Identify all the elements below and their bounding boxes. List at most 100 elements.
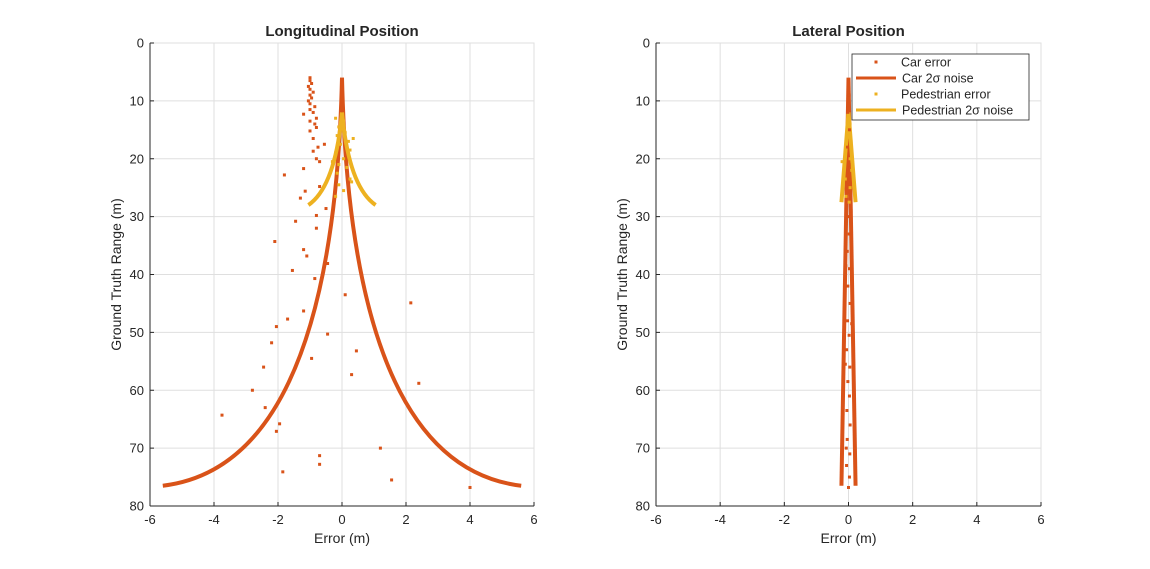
data-point — [334, 116, 338, 120]
data-point — [343, 293, 347, 297]
data-point — [845, 409, 849, 413]
x-tick-label: 6 — [530, 512, 537, 527]
data-point — [849, 209, 853, 213]
data-point — [308, 108, 312, 112]
lateral-y-label: Ground Truth Range (m) — [614, 198, 630, 351]
data-point — [313, 277, 317, 281]
data-point — [848, 365, 852, 369]
legend-label: Car error — [901, 56, 951, 70]
data-point — [844, 194, 848, 198]
y-tick-label: 60 — [130, 383, 144, 398]
data-point — [844, 148, 848, 152]
x-tick-label: -2 — [779, 512, 791, 527]
y-tick-label: 20 — [130, 151, 144, 166]
data-point — [313, 122, 317, 126]
data-point — [845, 249, 849, 253]
longitudinal-series-pedestrian-error — [330, 116, 355, 198]
data-point — [342, 189, 346, 193]
longitudinal-title: Longitudinal Position — [265, 23, 418, 40]
data-point — [314, 226, 318, 230]
data-point — [338, 142, 342, 146]
data-point — [318, 462, 322, 466]
x-tick-label: 4 — [973, 512, 980, 527]
x-tick-label: -4 — [208, 512, 220, 527]
data-point — [311, 149, 315, 153]
data-point — [308, 102, 312, 106]
envelope-curve — [307, 112, 344, 207]
data-point — [848, 301, 852, 305]
data-point — [282, 173, 286, 177]
y-tick-label: 30 — [636, 209, 650, 224]
data-point — [848, 186, 852, 190]
y-tick-label: 10 — [636, 93, 650, 108]
data-point — [310, 356, 314, 360]
data-point — [847, 79, 850, 83]
data-point — [281, 470, 285, 474]
data-point — [846, 215, 850, 219]
longitudinal-y-label: Ground Truth Range (m) — [108, 198, 124, 351]
y-tick-label: 50 — [130, 325, 144, 340]
data-point — [354, 349, 358, 353]
data-point — [324, 207, 328, 211]
data-point — [335, 134, 339, 138]
y-tick-label: 70 — [130, 441, 144, 456]
data-point — [314, 157, 318, 161]
data-point — [305, 254, 309, 258]
data-point — [844, 446, 848, 450]
data-point — [314, 213, 318, 217]
data-point — [840, 160, 844, 164]
x-tick-label: 6 — [1037, 512, 1044, 527]
data-point — [845, 348, 849, 352]
data-point — [350, 180, 354, 184]
x-tick-label: -2 — [272, 512, 284, 527]
data-point — [302, 112, 306, 116]
data-point — [262, 365, 266, 369]
data-point — [318, 185, 322, 189]
data-point — [847, 475, 851, 479]
x-tick-label: 0 — [845, 512, 852, 527]
data-point — [848, 452, 852, 456]
lateral-series-pedestrian-error — [840, 113, 854, 204]
envelope-curve — [340, 77, 522, 488]
data-point — [308, 79, 312, 83]
data-point — [335, 171, 339, 175]
data-point — [348, 148, 352, 152]
data-point — [468, 485, 472, 489]
data-point — [843, 177, 847, 181]
legend-label: Pedestrian error — [901, 88, 991, 102]
data-point — [220, 413, 224, 417]
data-point — [311, 136, 315, 140]
x-tick-label: 2 — [909, 512, 916, 527]
legend-marker — [874, 92, 878, 96]
data-point — [302, 248, 306, 252]
data-point — [847, 163, 851, 167]
data-point — [847, 232, 851, 236]
data-point — [346, 139, 350, 143]
data-point — [846, 180, 850, 184]
longitudinal-axes: -6 -4 -2 0 2 4 601020304050607080Longitudinal … — [108, 23, 538, 546]
x-tick-label: -6 — [144, 512, 156, 527]
data-point — [250, 388, 254, 392]
data-point — [306, 84, 310, 88]
data-point — [310, 82, 314, 86]
longitudinal-x-label: Error (m) — [314, 530, 370, 546]
data-point — [848, 197, 852, 201]
data-point — [847, 200, 851, 204]
y-tick-label: 0 — [137, 36, 144, 51]
data-point — [846, 145, 850, 149]
lateral-series-pedestrian-2-noise — [839, 112, 858, 203]
data-point — [302, 167, 306, 171]
y-tick-label: 20 — [636, 151, 650, 166]
data-point — [314, 125, 318, 129]
data-point — [847, 333, 851, 337]
data-point — [844, 264, 848, 268]
legend-marker — [874, 60, 878, 64]
data-point — [308, 76, 312, 80]
data-point — [847, 128, 851, 132]
lateral-series-car-error — [843, 79, 854, 489]
longitudinal-series-pedestrian-2-noise — [307, 112, 377, 207]
data-point — [847, 394, 851, 398]
lateral-legend: Car error Car 2σ noise Pedestrian error Ped… — [851, 53, 1030, 121]
data-point — [308, 93, 312, 97]
data-point — [848, 122, 852, 126]
